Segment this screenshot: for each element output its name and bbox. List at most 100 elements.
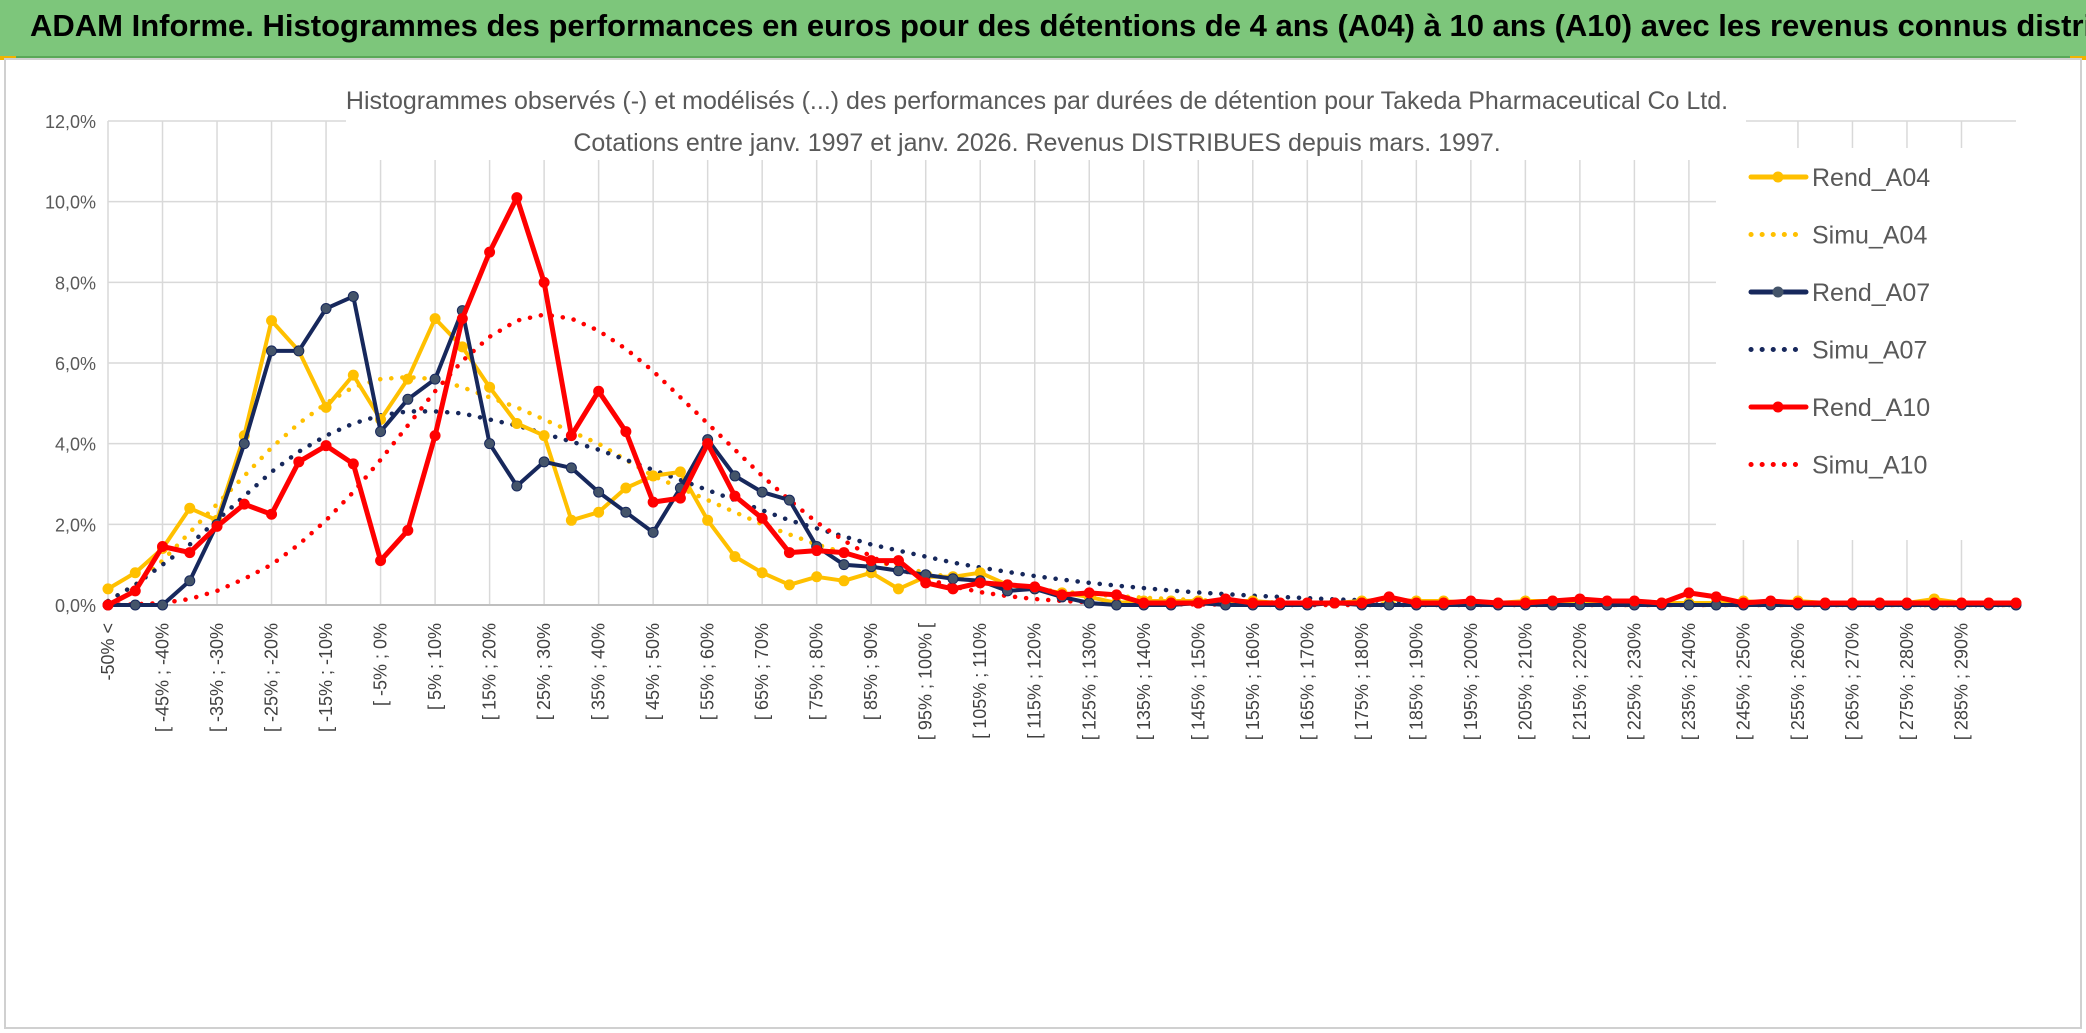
data-point: [511, 480, 523, 492]
legend-label: Rend_A04: [1812, 164, 1930, 192]
x-tick-label: [ 235% ; 240%: [1679, 623, 1699, 740]
legend-label: Simu_A07: [1812, 337, 1927, 365]
data-point: [1519, 597, 1531, 609]
data-point: [1683, 587, 1695, 599]
data-point: [1083, 597, 1095, 609]
data-point: [647, 496, 659, 508]
data-point: [620, 506, 632, 518]
data-point: [1492, 597, 1504, 609]
legend-label: Simu_A10: [1812, 452, 1927, 480]
x-tick-label: [ 15% ; 20%: [480, 623, 500, 720]
x-tick-label: [ 45% ; 50%: [643, 623, 663, 720]
data-point: [266, 508, 278, 520]
y-tick-label: 8,0%: [55, 273, 96, 293]
data-point: [838, 575, 850, 587]
y-tick-label: 2,0%: [55, 515, 96, 535]
data-point: [538, 276, 550, 288]
x-tick-label: [ 215% ; 220%: [1570, 623, 1590, 740]
data-point: [565, 462, 577, 474]
x-tick-label: [ 95% ; 100% [: [916, 623, 936, 740]
data-point: [620, 482, 632, 494]
x-tick-label: [ 185% ; 190%: [1406, 623, 1426, 740]
x-tick-label: [ 145% ; 150%: [1188, 623, 1208, 740]
data-point: [947, 583, 959, 595]
legend-item-Rend_A04: Rend_A04: [1748, 164, 1930, 192]
x-tick-label: [ 85% ; 90%: [861, 623, 881, 720]
x-tick-label: [ 25% ; 30%: [534, 623, 554, 720]
x-tick-label: [ 105% ; 110%: [970, 623, 990, 739]
x-tick-label: [ -5% ; 0%: [371, 623, 391, 706]
data-point: [1901, 597, 1913, 609]
legend-item-Simu_A04: Simu_A04: [1748, 222, 1927, 250]
data-point: [320, 440, 332, 452]
legend-item-Simu_A10: Simu_A10: [1748, 452, 1927, 480]
data-point: [1029, 581, 1041, 593]
data-point: [129, 599, 141, 611]
data-point: [593, 506, 605, 518]
data-point: [347, 458, 359, 470]
y-tick-label: 4,0%: [55, 435, 96, 455]
data-point: [184, 502, 196, 514]
data-point: [974, 577, 986, 589]
data-point: [1983, 597, 1995, 609]
data-point: [1410, 597, 1422, 609]
data-point: [756, 567, 768, 579]
data-point: [211, 520, 223, 532]
data-point: [484, 246, 496, 258]
data-point: [402, 393, 414, 405]
x-tick-label: [ 245% ; 250%: [1733, 623, 1753, 740]
x-tick-label: [ 255% ; 260%: [1788, 623, 1808, 740]
data-point: [783, 494, 795, 506]
legend-marker: [1772, 171, 1784, 183]
data-point: [129, 567, 141, 579]
data-point: [647, 470, 659, 482]
x-tick-label: [ 265% ; 270%: [1842, 623, 1862, 740]
data-point: [865, 555, 877, 567]
data-point: [674, 466, 686, 478]
legend-item-Rend_A07: Rend_A07: [1748, 279, 1930, 307]
data-point: [102, 599, 114, 611]
data-point: [1329, 597, 1341, 609]
data-point: [674, 492, 686, 504]
data-point: [729, 470, 741, 482]
data-point: [1111, 589, 1123, 601]
legend-label: Simu_A04: [1812, 222, 1927, 250]
data-point: [1274, 597, 1286, 609]
data-point: [947, 573, 959, 585]
data-point: [429, 313, 441, 325]
data-point: [347, 290, 359, 302]
data-point: [2010, 597, 2022, 609]
data-point: [783, 579, 795, 591]
data-point: [920, 577, 932, 589]
chart-frame: 0,0% 2,0% 4,0% 6,0% 8,0% 10,0% 12,0% -50% < [ -…: [4, 58, 2082, 1029]
x-tick-label: [ 115% ; 120%: [1025, 623, 1045, 739]
data-point: [702, 438, 714, 450]
x-tick-label: [ 55% ; 60%: [698, 623, 718, 720]
data-point: [838, 547, 850, 559]
data-point: [1765, 595, 1777, 607]
data-point: [892, 583, 904, 595]
data-point: [484, 438, 496, 450]
chart-title-line1: Histogrammes observés (-) et modélisés (…: [346, 87, 1728, 115]
data-point: [729, 551, 741, 563]
legend-marker: [1772, 286, 1784, 298]
x-tick-label: [ 155% ; 160%: [1243, 623, 1263, 740]
data-point: [756, 512, 768, 524]
series-layer: [102, 192, 2022, 611]
report-title: ADAM Informe. Histogrammes des performan…: [30, 8, 2086, 43]
report-banner: ADAM Informe. Histogrammes des performan…: [0, 0, 2086, 58]
data-point: [266, 345, 278, 357]
data-point: [1874, 597, 1886, 609]
x-tick-label: [ 65% ; 70%: [752, 623, 772, 720]
data-point: [1683, 599, 1695, 611]
data-point: [593, 486, 605, 498]
data-point: [756, 486, 768, 498]
y-tick-label: 0,0%: [55, 596, 96, 616]
data-point: [238, 498, 250, 510]
data-point: [892, 555, 904, 567]
data-point: [1465, 595, 1477, 607]
data-point: [702, 514, 714, 526]
data-point: [729, 490, 741, 502]
data-point: [811, 545, 823, 557]
data-point: [1301, 597, 1313, 609]
